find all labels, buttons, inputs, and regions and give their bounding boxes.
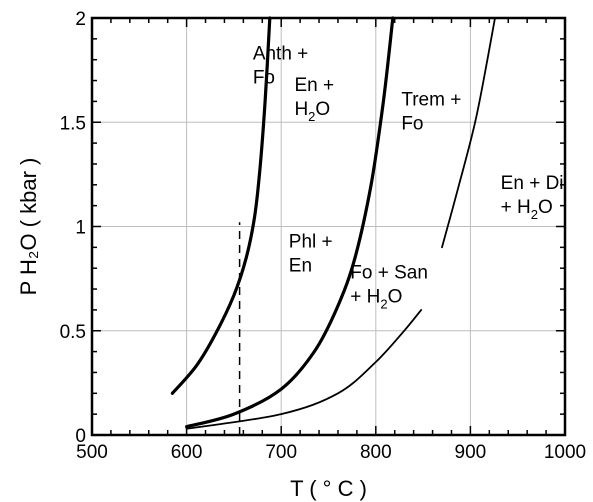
x-tick-label: 600 xyxy=(171,442,203,463)
label-text: O xyxy=(388,287,403,308)
label-subscript: 2 xyxy=(380,297,387,312)
region-label-phl-en: Phl + xyxy=(289,231,333,252)
region-label-fo-san-h2o: Fo + San xyxy=(350,263,428,284)
axis-ticks: 500 600 700 800 900 1000 0 0.5 1 1.5 2 xyxy=(60,9,587,463)
region-label-en-di-h2o: En + Di xyxy=(501,173,564,194)
label-text: H xyxy=(294,99,308,120)
series-line xyxy=(185,309,423,430)
region-label-en-h2o-line2: H2O xyxy=(294,99,330,124)
y-axis-title-group: P H₂O ( kbar ) xyxy=(16,158,41,296)
grid-lines xyxy=(92,18,565,435)
region-label-trem-fo: Trem + xyxy=(401,90,461,111)
region-label-en-h2o: En + xyxy=(294,75,334,96)
region-label-en-di-h2o-line2: + H2O xyxy=(501,197,553,222)
region-label-fo-san-h2o-line2: + H2O xyxy=(350,287,402,312)
series-group xyxy=(170,16,496,435)
y-tick-label: 1 xyxy=(75,218,86,239)
x-tick-label: 900 xyxy=(455,442,487,463)
series-line xyxy=(441,17,496,249)
y-tick-label: 0.5 xyxy=(60,322,86,343)
series-line xyxy=(185,16,395,429)
series-line xyxy=(170,16,272,395)
x-tick-label: 800 xyxy=(360,442,392,463)
label-text: O xyxy=(538,197,553,218)
label-text: + H xyxy=(350,287,380,308)
region-label-anth-fo: Anth + xyxy=(253,44,308,65)
label-text: + H xyxy=(501,197,531,218)
label-subscript: 2 xyxy=(531,207,538,222)
x-tick-label: 1000 xyxy=(544,442,586,463)
x-axis-title: T ( ° C ) xyxy=(290,476,367,501)
x-tick-label: 500 xyxy=(76,442,108,463)
label-text: O xyxy=(315,99,330,120)
y-tick-label: 0 xyxy=(75,426,86,447)
region-label-phl-en-line2: En xyxy=(289,255,312,276)
y-tick-label: 1.5 xyxy=(60,113,86,134)
y-axis-title: P H₂O ( kbar ) xyxy=(16,158,41,296)
y-tick-label: 2 xyxy=(75,9,86,30)
x-tick-label: 700 xyxy=(265,442,297,463)
region-label-anth-fo-line2: Fo xyxy=(253,68,275,89)
region-label-trem-fo-line2: Fo xyxy=(401,114,423,135)
label-subscript: 2 xyxy=(308,109,315,124)
